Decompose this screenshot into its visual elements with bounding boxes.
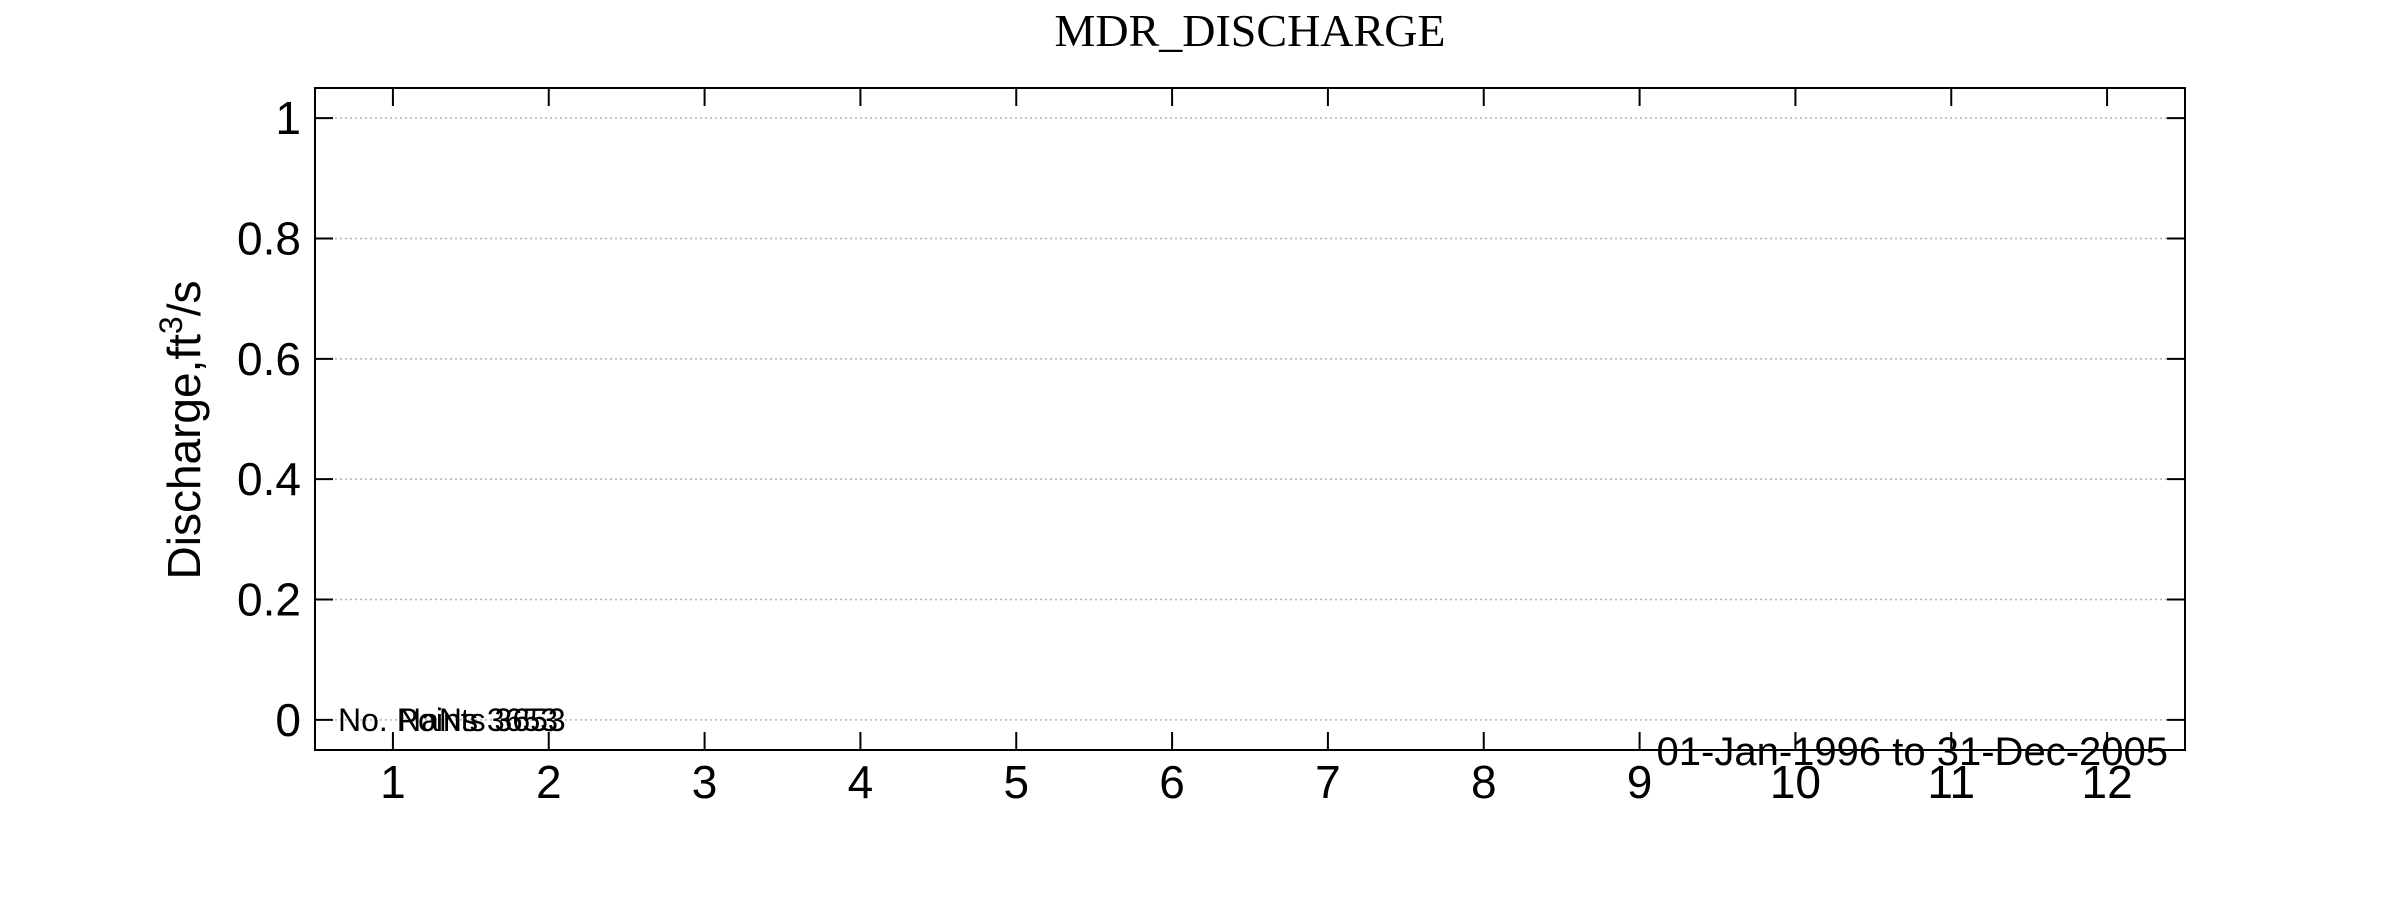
y-axis-label-main: Discharge,ft — [158, 334, 210, 580]
date-range-note: 01-Jan-1996 to 31-Dec-2005 — [1657, 730, 2168, 774]
x-tick-labels: 1 2 3 4 5 6 7 8 9 10 11 12 — [380, 756, 2133, 808]
x-tick-label: 3 — [692, 756, 718, 808]
y-tick-label: 1 — [275, 92, 301, 144]
x-tick-label: 7 — [1315, 756, 1341, 808]
x-tick-label: 11 — [1927, 756, 1975, 808]
x-tick-label: 9 — [1627, 756, 1653, 808]
tick-layer — [315, 88, 2185, 750]
x-tick-label: 8 — [1471, 756, 1497, 808]
y-tick-label: 0.4 — [237, 453, 301, 505]
x-tick-label: 5 — [1003, 756, 1029, 808]
plot-frame — [314, 87, 2186, 751]
x-tick-label: 6 — [1159, 756, 1185, 808]
y-tick-label: 0.6 — [237, 333, 301, 385]
y-tick-label: 0 — [275, 694, 301, 746]
x-tick-label: 1 — [380, 756, 406, 808]
y-axis-label-sup: 3 — [153, 316, 189, 334]
x-tick-label: 4 — [848, 756, 874, 808]
y-tick-label: 0.2 — [237, 574, 301, 626]
points-count-note: No. Points 3653 — [338, 702, 566, 738]
x-tick-label: 10 — [1770, 756, 1821, 808]
y-tick-label: 0.8 — [237, 212, 301, 264]
x-tick-label: 2 — [536, 756, 562, 808]
chart-title: MDR_DISCHARGE — [1054, 5, 1445, 56]
y-axis-label: Discharge,ft3/s — [153, 280, 210, 579]
x-tick-label: 12 — [2081, 756, 2132, 808]
nans-count-note: NaNs 3653 — [398, 702, 558, 738]
y-tick-labels: 0 0.2 0.4 0.6 0.8 1 — [237, 92, 301, 746]
grid-layer — [315, 117, 2185, 721]
y-axis-label-unit: /s — [158, 280, 210, 316]
